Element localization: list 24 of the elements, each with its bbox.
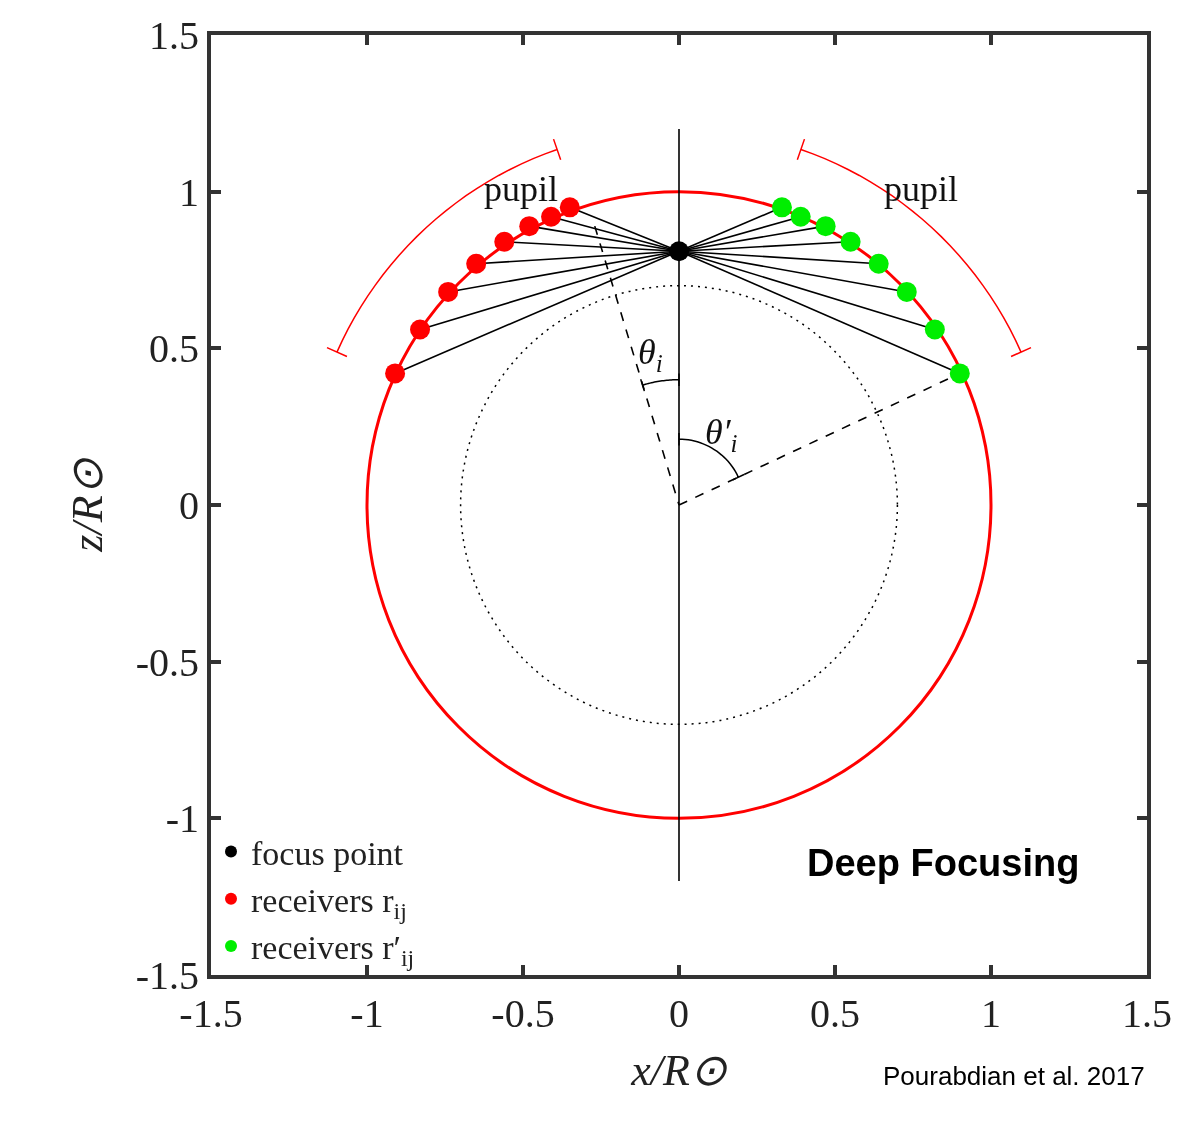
x-tick-label: -1 — [350, 991, 384, 1036]
y-axis-title: z/R⊙ — [63, 457, 113, 553]
y-tick-label: -0.5 — [135, 639, 199, 685]
legend-label: focus point — [251, 834, 404, 872]
y-tick-label: 1.5 — [149, 13, 199, 58]
x-tick-label: 0 — [669, 991, 689, 1036]
x-axis-title: x/R⊙ — [630, 1045, 728, 1095]
legend-label: receivers r$_{ij}$ — [251, 882, 407, 925]
x-tick-label: 1 — [981, 991, 1001, 1036]
annotation: Deep Focusing — [807, 842, 1080, 884]
legend-label: receivers r′$_{ij}$ — [251, 929, 415, 972]
annotation: pupil — [484, 169, 559, 209]
y-tick-label: -1.5 — [135, 953, 199, 998]
x-tick-label: 0.5 — [810, 991, 860, 1036]
y-tick-label: 1 — [179, 169, 199, 215]
y-tick-label: 0 — [179, 483, 199, 528]
x-tick-label: 1.5 — [1122, 991, 1172, 1036]
annotation: θ$_{i}$ — [638, 332, 663, 377]
annotation: θ′$_{i}$ — [705, 412, 738, 457]
y-tick-label: -1 — [165, 796, 199, 842]
x-tick-label: -0.5 — [491, 991, 555, 1036]
annotation: pupil — [884, 169, 959, 209]
y-tick-label: 0.5 — [149, 326, 199, 372]
text: Pourabdian et al. 2017 — [883, 1061, 1145, 1091]
